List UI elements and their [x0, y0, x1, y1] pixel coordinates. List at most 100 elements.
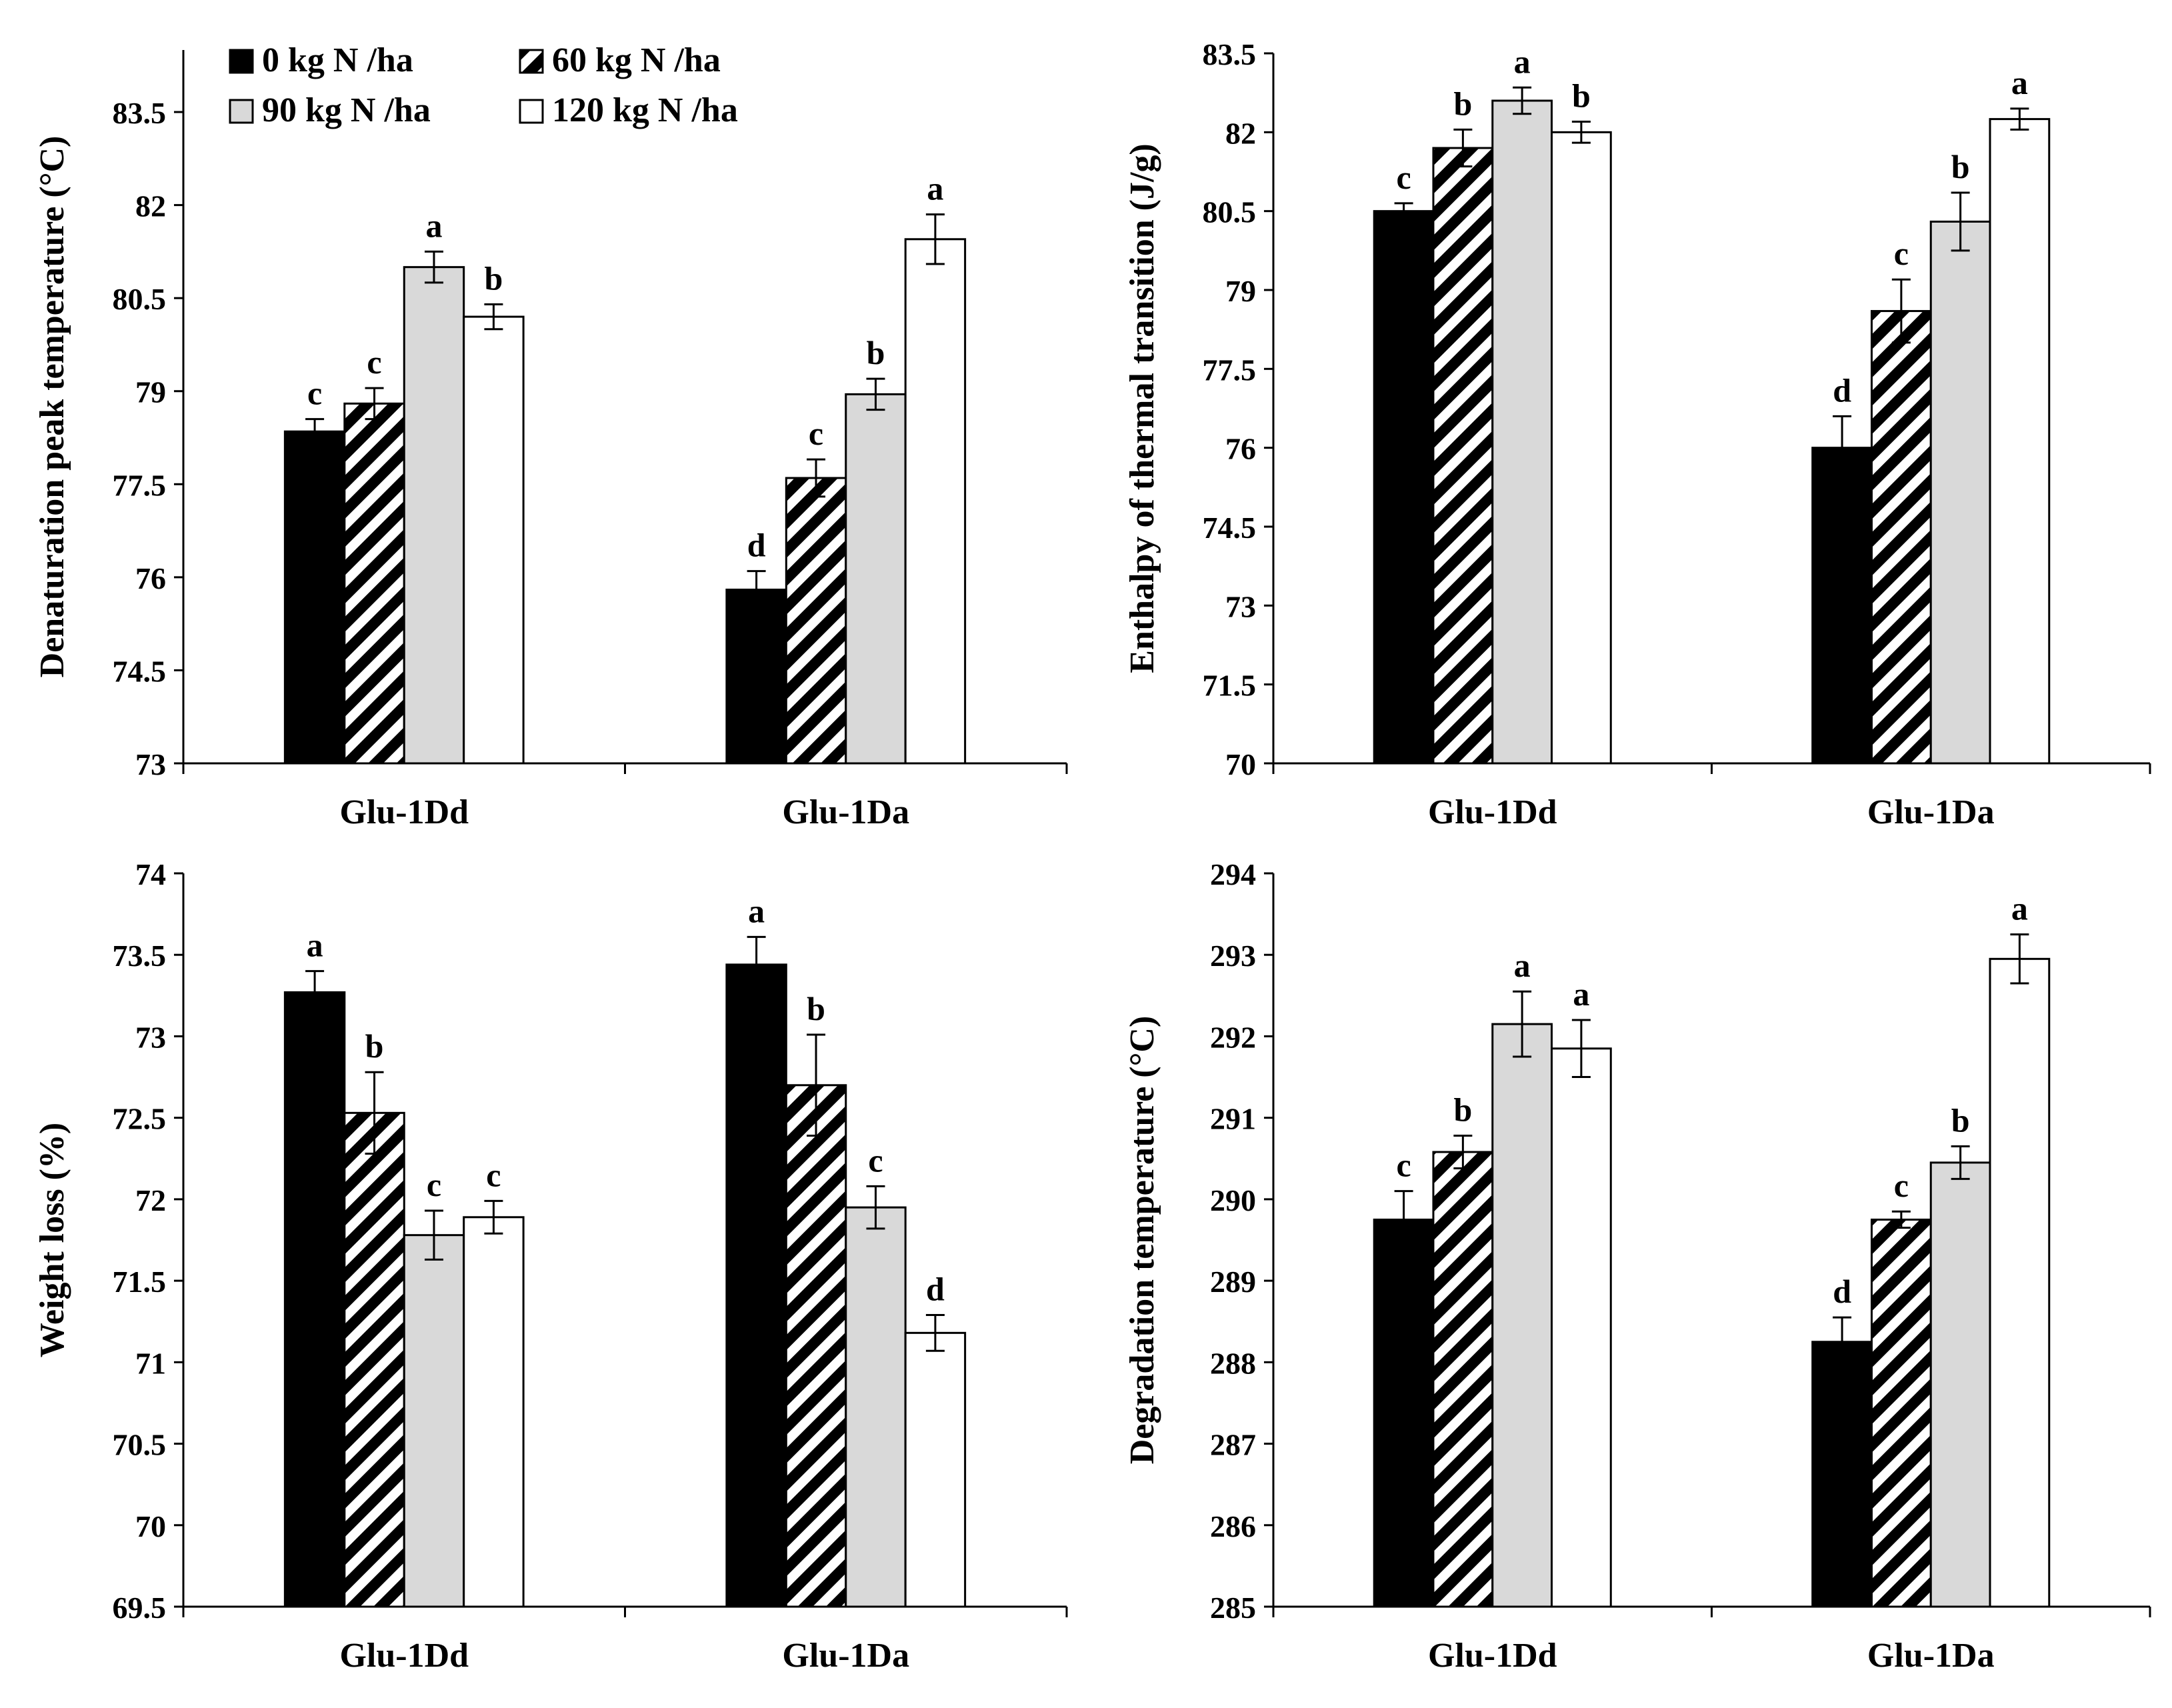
- bar: [1551, 1047, 1612, 1608]
- y-tick-label: 79: [135, 375, 166, 409]
- y-tick-label: 72.5: [113, 1102, 167, 1136]
- y-axis-title: Weight loss (%): [33, 1123, 71, 1357]
- significance-letter: c: [1894, 235, 1909, 272]
- significance-letter: d: [747, 527, 766, 564]
- y-tick-label: 74.5: [113, 654, 167, 688]
- bar: [1491, 99, 1553, 765]
- y-tick-label: 83.5: [113, 96, 167, 130]
- x-category-label: Glu-1Da: [782, 1637, 909, 1675]
- y-tick-label: 74.5: [1203, 511, 1257, 545]
- x-category-label: Glu-1Dd: [1428, 793, 1557, 831]
- significance-letter: b: [1453, 1091, 1472, 1129]
- significance-letter: b: [485, 259, 503, 297]
- significance-letter: b: [807, 990, 825, 1027]
- significance-letter: c: [427, 1166, 441, 1203]
- y-tick-label: 71.5: [113, 1265, 167, 1299]
- x-category-label: Glu-1Dd: [339, 1637, 469, 1675]
- y-tick-label: 70: [135, 1509, 166, 1543]
- y-axis-title: Enthalpy of thermal transition (J/g): [1123, 143, 1161, 673]
- y-tick-label: 293: [1210, 939, 1256, 973]
- bar: [283, 991, 346, 1608]
- bar: [1870, 1218, 1932, 1608]
- y-tick-label: 77.5: [1203, 353, 1257, 387]
- bar: [785, 1084, 847, 1608]
- significance-letter: d: [1833, 371, 1851, 409]
- y-tick-label: 72: [135, 1183, 166, 1217]
- y-tick-label: 73: [135, 747, 166, 781]
- legend-label: 60 kg N /ha: [552, 41, 721, 79]
- y-tick-label: 289: [1210, 1265, 1256, 1299]
- bar: [1432, 147, 1494, 765]
- significance-letter: d: [1833, 1273, 1851, 1310]
- significance-letter: c: [809, 415, 823, 452]
- significance-letter: a: [307, 927, 323, 964]
- y-tick-label: 285: [1210, 1591, 1256, 1625]
- bar: [904, 238, 967, 765]
- bar: [785, 477, 847, 765]
- x-category-label: Glu-1Dd: [1428, 1637, 1557, 1675]
- significance-letter: d: [926, 1270, 945, 1307]
- y-tick-label: 79: [1225, 274, 1256, 308]
- y-tick-label: 291: [1210, 1102, 1256, 1136]
- y-tick-label: 290: [1210, 1183, 1256, 1217]
- bar: [463, 315, 525, 765]
- y-tick-label: 82: [1225, 116, 1256, 150]
- y-tick-label: 292: [1210, 1020, 1256, 1054]
- significance-letter: c: [1397, 159, 1411, 196]
- bar: [845, 1206, 907, 1608]
- bar: [725, 963, 787, 1608]
- y-tick-label: 288: [1210, 1346, 1256, 1380]
- x-category-label: Glu-1Da: [1867, 1637, 1995, 1675]
- legend-label: 120 kg N /ha: [552, 91, 738, 129]
- bar: [725, 588, 787, 765]
- bar: [845, 393, 907, 765]
- significance-letter: b: [365, 1027, 384, 1065]
- y-tick-label: 77.5: [113, 468, 167, 502]
- bar: [403, 1234, 465, 1608]
- bar: [463, 1216, 525, 1608]
- bar: [1811, 447, 1873, 765]
- significance-letter: c: [1894, 1167, 1909, 1204]
- significance-letter: b: [1951, 148, 1970, 185]
- bar: [1989, 957, 2051, 1608]
- y-axis-title: Denaturation peak temperature (°C): [33, 136, 71, 678]
- y-tick-label: 70.5: [113, 1428, 167, 1462]
- y-tick-label: 70: [1225, 747, 1256, 781]
- bar: [1989, 118, 2051, 765]
- y-tick-label: 73: [135, 1020, 166, 1054]
- y-tick-label: 286: [1210, 1509, 1256, 1543]
- bar: [1373, 210, 1435, 765]
- bar: [1373, 1218, 1435, 1608]
- x-category-label: Glu-1Da: [1867, 793, 1995, 831]
- significance-letter: b: [1951, 1101, 1970, 1139]
- significance-letter: c: [486, 1156, 501, 1193]
- significance-letter: c: [1397, 1147, 1411, 1184]
- significance-letter: a: [1514, 947, 1531, 984]
- chart-panel-1: 73 74.5 76 77.5 79 80.5 82 83.5 Glu-1Dd Glu-1Da De…: [33, 50, 1068, 831]
- y-tick-label: 80.5: [1203, 195, 1257, 229]
- legend-swatch: [229, 99, 254, 124]
- bar: [904, 1331, 967, 1608]
- legend-swatch: [229, 49, 254, 74]
- bar: [343, 1111, 405, 1608]
- significance-letter: a: [2011, 64, 2028, 101]
- y-tick-label: 294: [1210, 857, 1256, 891]
- chart-panel-3: 69.5 70 70.5 71 71.5 72 72.5 73 73.5 74 Glu-1Dd Glu…: [33, 857, 1068, 1675]
- legend-swatch: [519, 49, 544, 74]
- x-category-label: Glu-1Da: [782, 793, 909, 831]
- significance-letter: c: [367, 343, 381, 381]
- legend-swatch: [519, 99, 544, 124]
- x-category-label: Glu-1Dd: [339, 793, 469, 831]
- y-tick-label: 71.5: [1203, 669, 1257, 703]
- significance-letter: b: [1572, 77, 1591, 115]
- y-tick-label: 76: [135, 561, 166, 595]
- y-axis-title: Degradation temperature (°C): [1123, 1016, 1161, 1465]
- y-tick-label: 76: [1225, 432, 1256, 466]
- bar: [1432, 1151, 1494, 1608]
- bar: [283, 430, 346, 765]
- y-tick-label: 73.5: [113, 939, 167, 973]
- significance-letter: a: [748, 892, 765, 929]
- y-tick-label: 71: [135, 1346, 166, 1380]
- bar: [1551, 131, 1612, 765]
